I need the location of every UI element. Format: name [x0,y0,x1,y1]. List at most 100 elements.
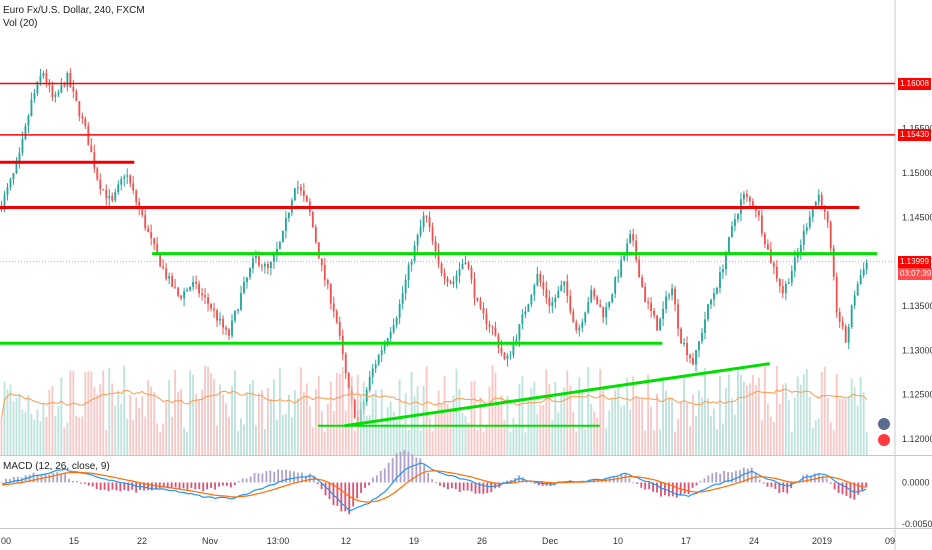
volume-bar [129,394,132,455]
candle-body [713,293,715,300]
candle-body [677,304,679,329]
volume-bar [844,399,847,455]
candle-body [168,276,171,279]
macd-histogram-bar [786,482,789,494]
macd-histogram-bar [123,482,126,491]
price-tag: 1.13999 [898,255,931,268]
candle-body [719,272,721,288]
candle-body [347,373,350,390]
candle-body [264,263,266,267]
symbol-title: Euro Fx/U.S. Dollar, 240, FXCM [3,5,145,16]
candle-body [120,178,123,185]
volume-bar [326,403,329,455]
volume-bar [707,398,709,455]
alert-marker-icon[interactable] [878,434,890,446]
event-marker-icon[interactable] [878,418,890,430]
macd-histogram-bar [135,482,138,493]
trendline[interactable] [344,362,770,428]
macd-histogram-bar [8,478,11,483]
candle-body [491,326,494,328]
candle-body [701,332,703,342]
candle-body [425,215,428,217]
candle-body [734,219,736,227]
macd-histogram-bar [356,482,359,499]
candle-body [111,195,114,201]
volume-bar [461,413,464,455]
macd-histogram-bar [521,477,524,483]
volume-bar [141,395,144,455]
volume-bar [320,411,323,455]
volume-bar [275,419,278,455]
volume-bar [284,413,287,455]
volume-bar [371,394,374,455]
candle-body [96,168,99,180]
candle-body [258,256,260,266]
volume-bar [736,369,739,455]
macd-histogram-bar [218,482,220,487]
candle-body [659,318,662,331]
volume-bar [240,418,242,455]
candle-body [243,282,245,294]
volume-bar [769,416,772,455]
time-tick-label: Dec [542,536,559,546]
volume-bar [856,405,859,455]
volume-bar [716,429,718,455]
candle-body [680,328,682,344]
candle-body [431,227,434,242]
volume-bar [422,385,425,455]
volume-bar [446,403,449,455]
volume-bar [60,377,63,455]
volume-bar [33,419,36,455]
volume-bar [132,419,135,455]
price-tick-label: 1.12000 [902,434,932,444]
volume-bar [249,384,251,455]
chart-header: Euro Fx/U.S. Dollar, 240, FXCM Vol (20) [3,4,145,30]
candle-body [141,209,144,216]
candle-body [374,364,377,369]
candle-body [30,99,33,117]
candle-body [506,355,509,359]
time-tick-label: 24 [749,536,759,546]
macd-histogram-bar [770,482,773,488]
macd-histogram-bar [691,482,694,488]
volume-bar [144,416,147,455]
candle-body [467,262,470,268]
volume-bar [9,384,12,455]
volume-bar [243,424,245,455]
volume-bar [695,416,697,455]
candle-body [129,175,132,184]
volume-bar [734,414,736,455]
candle-body [162,266,165,269]
candle-body [87,126,90,146]
candle-body [563,281,566,286]
volume-bar [383,424,386,455]
macd-histogram-bar [754,473,757,483]
macd-histogram-bar [68,478,70,483]
volume-bar [742,381,745,455]
candle-body [832,248,835,277]
candle-body [865,262,868,270]
volume-bar [419,430,422,455]
macd-histogram-bar [825,478,828,483]
volume-bar [18,393,21,455]
volume-bar [826,397,829,455]
candle-body [476,297,479,301]
macd-histogram-bar [190,482,193,489]
price-tick-label: 1.13500 [902,301,932,311]
volume-bar [617,383,620,455]
volume-bar [27,394,30,455]
volume-bar [204,365,206,455]
volume-bar [45,416,48,455]
volume-bar [820,371,823,455]
volume-bar [515,423,518,455]
candle-body [255,256,257,259]
macd-histogram-bar [119,482,122,492]
volume-bar [299,367,302,455]
volume-bar [36,409,39,455]
volume-bar [174,370,177,455]
volume-bar [93,386,96,455]
candle-body [509,354,512,356]
candle-body [802,230,805,245]
macd-histogram-bar [76,480,78,483]
